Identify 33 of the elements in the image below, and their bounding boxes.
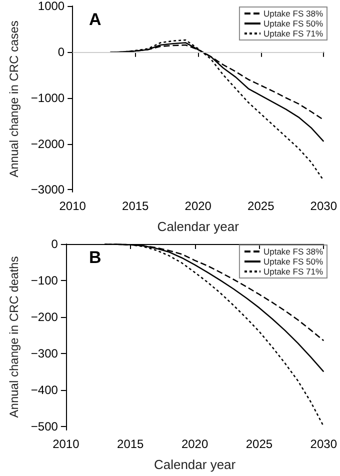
y-tick-label: −300 — [30, 346, 58, 360]
y-tick-label: −1000 — [30, 90, 65, 105]
y-tick-label: −200 — [30, 310, 58, 324]
y-axis-title: Annual change in CRC cases — [7, 20, 21, 178]
y-tick-label: 0 — [51, 237, 58, 251]
legend-label: Uptake FS 50% — [263, 18, 324, 28]
x-axis-title: Calendar year — [157, 219, 240, 234]
x-tick-label: 2010 — [52, 437, 80, 451]
y-tick-label: −400 — [30, 382, 58, 397]
legend-label: Uptake FS 50% — [263, 256, 324, 266]
legend-label: Uptake FS 38% — [263, 246, 324, 256]
y-axis-title: Annual change in CRC deaths — [7, 256, 21, 418]
x-tick-label: 2025 — [246, 437, 273, 451]
chart-title: A — [89, 10, 102, 29]
chart-title: B — [89, 248, 102, 267]
x-tick-label: 2025 — [248, 199, 275, 213]
x-tick-label: 2020 — [181, 437, 208, 451]
x-tick-label: 2015 — [122, 199, 150, 213]
y-tick-label: −100 — [30, 273, 58, 288]
x-tick-label: 2015 — [117, 437, 144, 451]
x-tick-label: 2020 — [184, 199, 212, 213]
y-tick-label: −3000 — [30, 182, 65, 197]
legend-label: Uptake FS 38% — [263, 8, 324, 18]
x-tick-label: 2030 — [310, 199, 338, 213]
x-tick-label: 2010 — [59, 199, 86, 213]
x-axis-title: Calendar year — [154, 457, 236, 472]
x-tick-label: 2030 — [310, 437, 338, 451]
legend-label: Uptake FS 71% — [263, 266, 324, 276]
legend-label: Uptake FS 71% — [263, 28, 324, 38]
y-tick-label: 1000 — [38, 0, 65, 13]
y-tick-label: −500 — [30, 419, 58, 434]
y-tick-label: −2000 — [30, 136, 65, 151]
y-tick-label: 0 — [58, 44, 65, 59]
